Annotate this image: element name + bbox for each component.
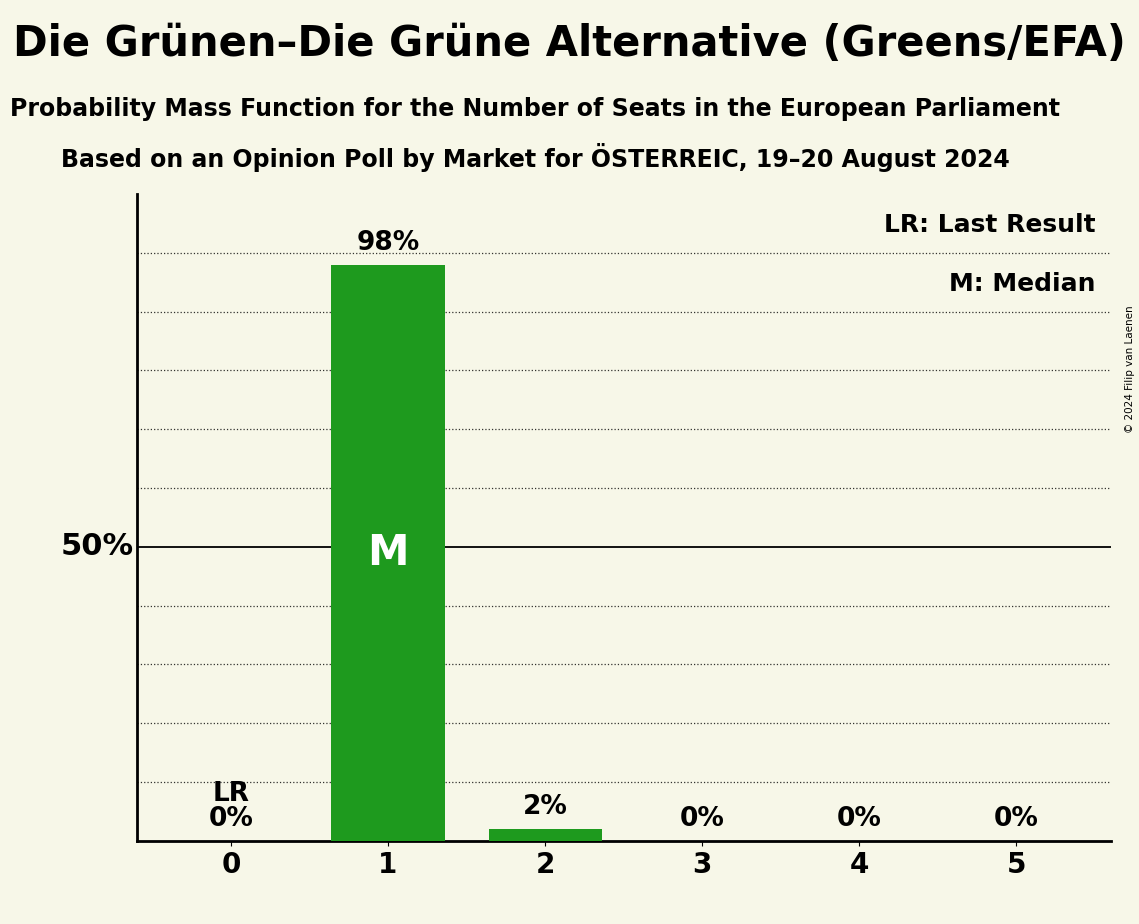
Bar [489,829,601,841]
Bar [331,264,444,841]
Text: 0%: 0% [837,806,882,832]
Text: 98%: 98% [357,230,419,256]
Text: Probability Mass Function for the Number of Seats in the European Parliament: Probability Mass Function for the Number… [10,97,1060,121]
Text: 0%: 0% [208,806,253,832]
Text: Die Grünen–Die Grüne Alternative (Greens/EFA): Die Grünen–Die Grüne Alternative (Greens… [13,23,1126,65]
Text: 0%: 0% [994,806,1039,832]
Text: LR: LR [212,781,249,807]
Text: M: Median: M: Median [950,272,1096,296]
Text: Based on an Opinion Poll by Market for ÖSTERREIC, 19–20 August 2024: Based on an Opinion Poll by Market for Ö… [62,143,1009,172]
Text: 50%: 50% [60,532,133,562]
Text: © 2024 Filip van Laenen: © 2024 Filip van Laenen [1125,306,1134,433]
Text: M: M [367,531,409,574]
Text: 0%: 0% [680,806,724,832]
Text: LR: Last Result: LR: Last Result [884,213,1096,237]
Text: 2%: 2% [523,795,567,821]
